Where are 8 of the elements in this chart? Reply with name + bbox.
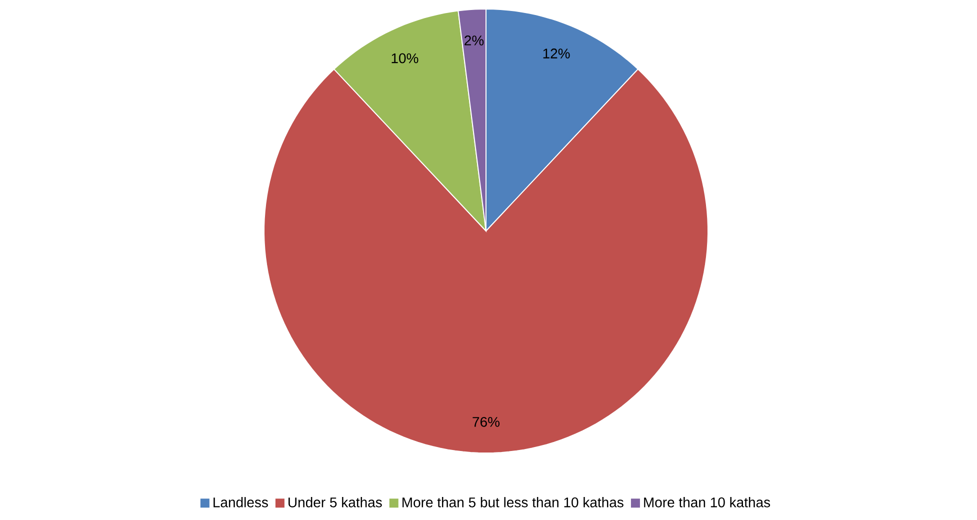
legend-label: Landless xyxy=(214,497,268,508)
data-label: 76% xyxy=(472,416,500,427)
data-label: 10% xyxy=(392,53,418,64)
legend-label: More than 5 but less than 10 kathas xyxy=(402,497,624,508)
legend-label: Under 5 kathas xyxy=(288,497,382,508)
data-label: 12% xyxy=(543,48,570,58)
legend-label: More than 10 kathas xyxy=(644,497,770,508)
data-label: 2% xyxy=(464,36,484,46)
